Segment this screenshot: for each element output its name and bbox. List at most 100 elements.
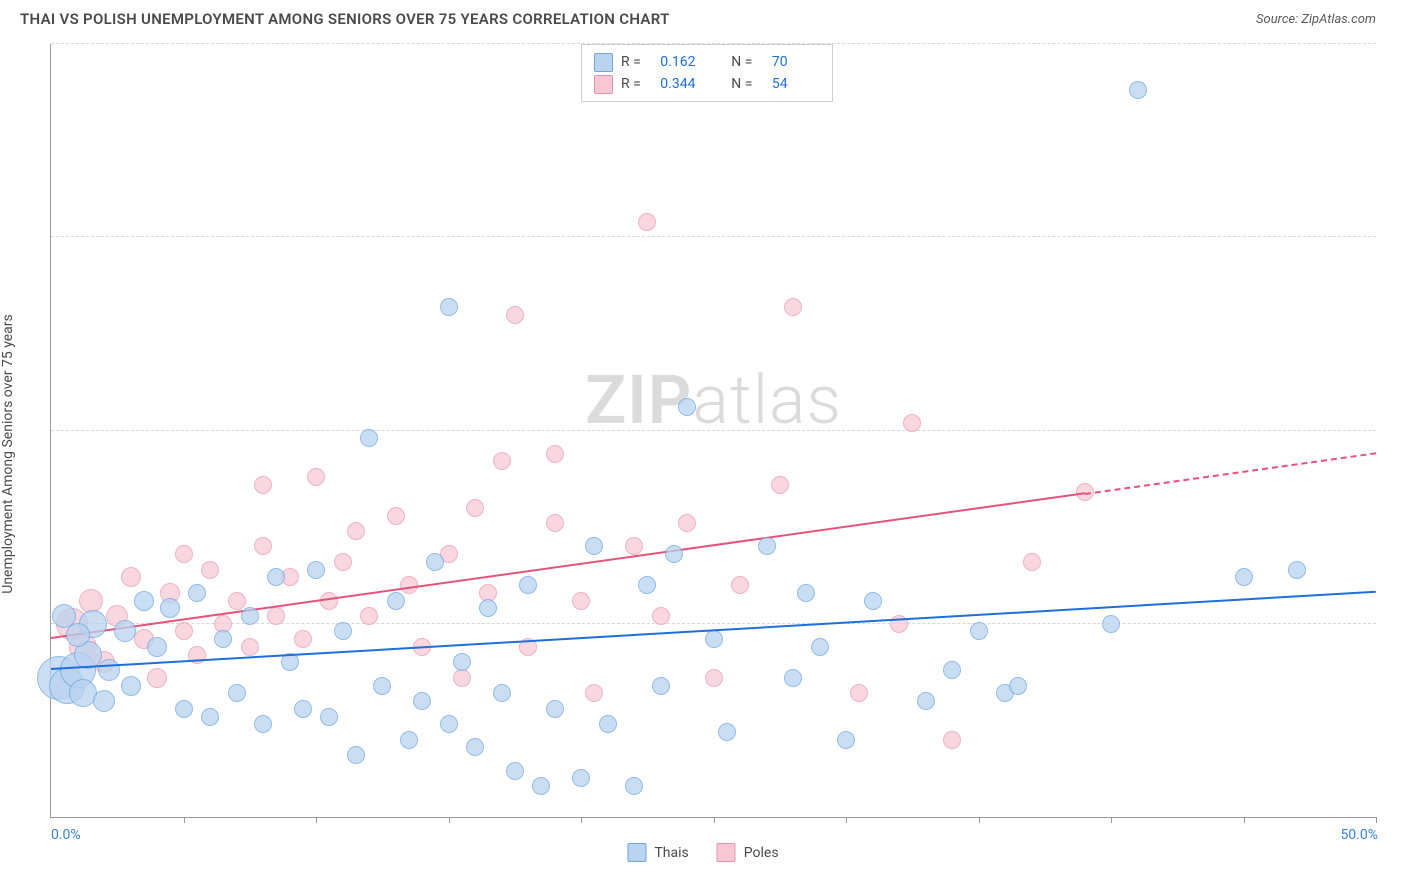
data-point-thais [387,592,405,610]
data-point-poles [546,514,564,532]
data-point-poles [678,514,696,532]
data-point-thais [943,661,961,679]
data-point-thais [519,576,537,594]
y-axis-label: Unemployment Among Seniors over 75 years [0,314,16,594]
data-point-thais [652,677,670,695]
data-point-poles [493,452,511,470]
data-point-thais [413,692,431,710]
data-point-thais [678,398,696,416]
data-point-poles [294,630,312,648]
stats-row-thais: R = 0.162 N = 70 [594,51,820,73]
data-point-poles [638,213,656,231]
r-value-poles: 0.344 [660,76,708,92]
source-label: Source: ZipAtlas.com [1256,12,1376,27]
data-point-thais [625,777,643,795]
data-point-thais [585,537,603,555]
data-point-thais [360,429,378,447]
x-tick [1111,817,1112,823]
x-tick [846,817,847,823]
data-point-poles [254,476,272,494]
swatch-thais-bottom [627,843,646,862]
x-tick [449,817,450,823]
data-point-thais [1235,568,1253,586]
data-point-thais [970,622,988,640]
gridline [51,43,1376,44]
data-point-thais [572,769,590,787]
data-point-thais [201,708,219,726]
data-point-thais [307,561,325,579]
data-point-poles [903,414,921,432]
data-point-thais [466,738,484,756]
data-point-thais [532,777,550,795]
data-point-thais [175,700,193,718]
data-point-poles [1023,553,1041,571]
data-point-thais [1009,677,1027,695]
stats-legend: R = 0.162 N = 70 R = 0.344 N = 54 [581,44,833,102]
legend-item-poles: Poles [717,843,779,862]
data-point-poles [784,298,802,316]
data-point-poles [360,607,378,625]
data-point-thais [98,659,120,681]
data-point-thais [758,537,776,555]
data-point-poles [585,684,603,702]
data-point-thais [546,700,564,718]
data-point-thais [334,622,352,640]
data-point-poles [334,553,352,571]
data-point-thais [837,731,855,749]
data-point-thais [440,715,458,733]
data-point-poles [850,684,868,702]
legend-label-poles: Poles [744,845,779,861]
y-tick-label: 25.0% [1386,423,1406,439]
data-point-poles [175,622,193,640]
data-point-thais [1288,561,1306,579]
data-point-poles [175,545,193,563]
data-point-thais [479,599,497,617]
data-point-thais [1129,81,1147,99]
y-tick-label: 37.5% [1386,229,1406,245]
header: THAI VS POLISH UNEMPLOYMENT AMONG SENIOR… [0,0,1406,34]
data-point-thais [241,607,259,625]
trend-line-thais [51,591,1376,670]
n-value-thais: 70 [772,54,820,70]
y-tick-label: 12.5% [1386,616,1406,632]
data-point-poles [228,592,246,610]
data-point-thais [599,715,617,733]
data-point-thais [493,684,511,702]
data-point-thais [811,638,829,656]
data-point-poles [705,669,723,687]
x-max-label: 50.0% [1340,827,1378,843]
data-point-thais [160,598,180,618]
data-point-thais [254,715,272,733]
data-point-thais [718,723,736,741]
watermark: ZIPatlas [585,360,842,440]
data-point-thais [347,746,365,764]
data-point-poles [121,567,141,587]
data-point-thais [114,620,136,642]
y-tick-label: 50.0% [1386,36,1406,52]
trend-line-poles [1084,452,1376,495]
data-point-thais [864,592,882,610]
data-point-thais [797,584,815,602]
x-origin-label: 0.0% [51,827,81,843]
data-point-thais [440,298,458,316]
data-point-poles [466,499,484,517]
r-value-thais: 0.162 [660,54,708,70]
gridline [51,430,1376,431]
chart-container: Unemployment Among Seniors over 75 years… [0,34,1406,874]
data-point-thais [665,545,683,563]
data-point-poles [201,561,219,579]
data-point-thais [506,762,524,780]
data-point-poles [254,537,272,555]
gridline [51,236,1376,237]
data-point-poles [267,607,285,625]
chart-title: THAI VS POLISH UNEMPLOYMENT AMONG SENIOR… [20,10,670,28]
plot-area: ZIPatlas R = 0.162 N = 70 R = 0.344 N = … [50,44,1376,818]
data-point-poles [546,445,564,463]
data-point-thais [121,676,141,696]
x-tick [1376,817,1377,823]
bottom-legend: Thais Poles [627,843,778,862]
data-point-thais [188,584,206,602]
data-point-poles [943,731,961,749]
data-point-thais [214,630,232,648]
data-point-poles [506,306,524,324]
